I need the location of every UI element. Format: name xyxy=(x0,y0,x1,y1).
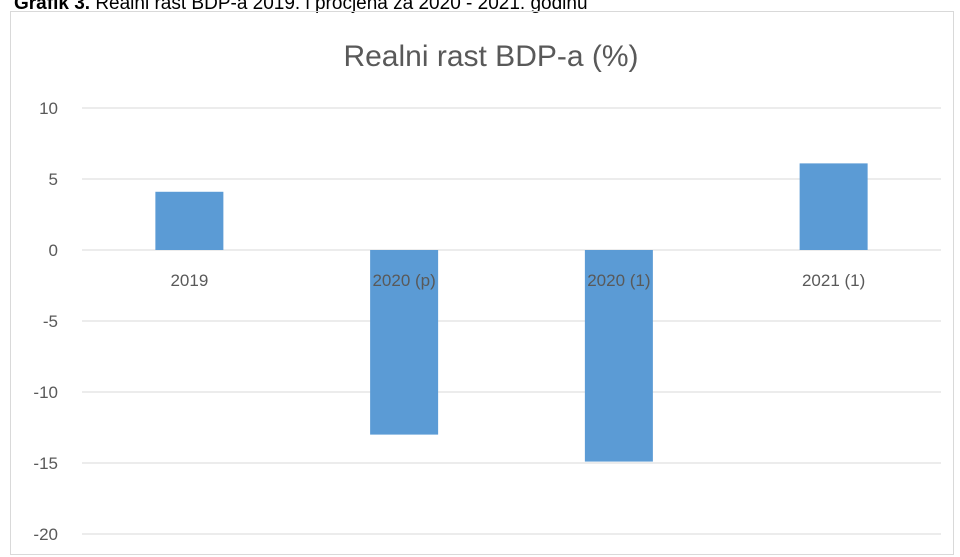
y-tick-label: 5 xyxy=(49,170,58,189)
y-tick-label: -15 xyxy=(33,454,58,473)
y-axis-ticks: 10 5 0 -5 -10 -15 -20 xyxy=(33,99,58,544)
bar xyxy=(370,250,439,435)
x-tick-label: 2020 (p) xyxy=(372,271,435,290)
bar xyxy=(799,163,868,250)
x-tick-label: 2020 (1) xyxy=(587,271,650,290)
x-tick-label: 2019 xyxy=(170,271,208,290)
chart-frame xyxy=(10,11,954,555)
caption-prefix: Grafik 3. xyxy=(14,0,91,13)
bar xyxy=(155,191,224,250)
figure-caption: Grafik 3. Realni rast BDP-a 2019. i proc… xyxy=(14,0,954,13)
grid-lines xyxy=(82,107,941,535)
y-tick-label: -20 xyxy=(33,525,58,544)
caption-text: Realni rast BDP-a 2019. i procjena za 20… xyxy=(90,0,588,13)
x-tick-label: 2021 (1) xyxy=(802,271,865,290)
y-tick-label: -10 xyxy=(33,383,58,402)
x-axis-ticks: 2019 2020 (p) 2020 (1) 2021 (1) xyxy=(170,271,865,290)
chart-title: Realni rast BDP-a (%) xyxy=(343,40,638,73)
bars xyxy=(155,163,868,462)
bar xyxy=(584,250,653,462)
y-tick-label: 0 xyxy=(49,241,58,260)
y-tick-label: 10 xyxy=(39,99,58,118)
y-tick-label: -5 xyxy=(43,312,58,331)
